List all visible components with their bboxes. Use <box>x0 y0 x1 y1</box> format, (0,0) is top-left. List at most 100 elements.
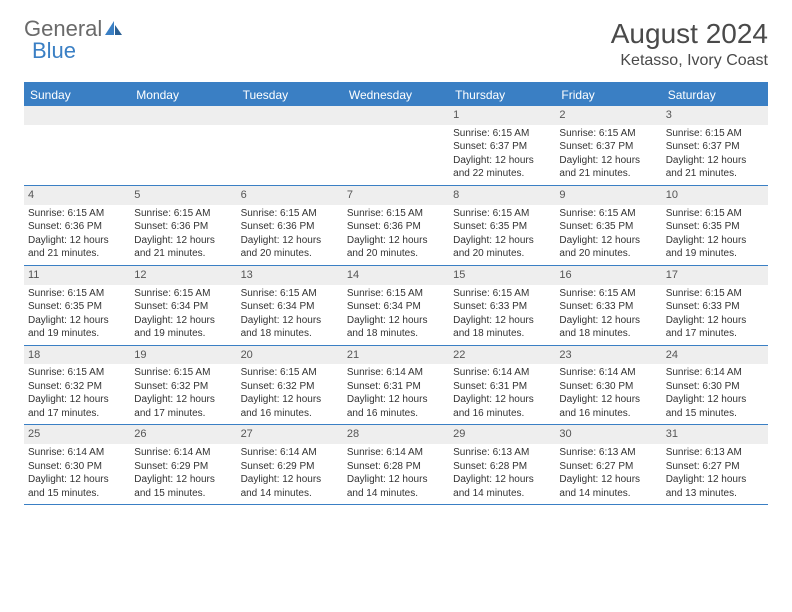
day-number: 1 <box>449 106 555 125</box>
month-title: August 2024 <box>611 18 768 50</box>
sunrise-text: Sunrise: 6:15 AM <box>347 287 445 301</box>
day-number: 4 <box>24 186 130 205</box>
calendar-cell: 23Sunrise: 6:14 AMSunset: 6:30 PMDayligh… <box>555 346 661 425</box>
day-number: 26 <box>130 425 236 444</box>
daylight-text: Daylight: 12 hours and 21 minutes. <box>559 154 657 181</box>
weekday-header: Friday <box>555 84 661 106</box>
daylight-text: Daylight: 12 hours and 17 minutes. <box>28 393 126 420</box>
logo-sail-icon <box>104 18 124 40</box>
daylight-text: Daylight: 12 hours and 18 minutes. <box>453 314 551 341</box>
sunset-text: Sunset: 6:36 PM <box>28 220 126 234</box>
sunrise-text: Sunrise: 6:15 AM <box>559 207 657 221</box>
daylight-text: Daylight: 12 hours and 15 minutes. <box>134 473 232 500</box>
calendar-cell: 19Sunrise: 6:15 AMSunset: 6:32 PMDayligh… <box>130 346 236 425</box>
weekday-header: Tuesday <box>237 84 343 106</box>
calendar-cell: 25Sunrise: 6:14 AMSunset: 6:30 PMDayligh… <box>24 425 130 504</box>
sunrise-text: Sunrise: 6:15 AM <box>134 366 232 380</box>
sunset-text: Sunset: 6:28 PM <box>453 460 551 474</box>
calendar-cell: 26Sunrise: 6:14 AMSunset: 6:29 PMDayligh… <box>130 425 236 504</box>
sunset-text: Sunset: 6:32 PM <box>134 380 232 394</box>
sunrise-text: Sunrise: 6:14 AM <box>241 446 339 460</box>
sunrise-text: Sunrise: 6:14 AM <box>347 446 445 460</box>
calendar-cell: 9Sunrise: 6:15 AMSunset: 6:35 PMDaylight… <box>555 186 661 265</box>
weekday-header: Thursday <box>449 84 555 106</box>
daylight-text: Daylight: 12 hours and 19 minutes. <box>28 314 126 341</box>
calendar: SundayMondayTuesdayWednesdayThursdayFrid… <box>24 82 768 505</box>
header: GeneralBlue August 2024 Ketasso, Ivory C… <box>24 18 768 70</box>
title-block: August 2024 Ketasso, Ivory Coast <box>611 18 768 70</box>
calendar-cell: 7Sunrise: 6:15 AMSunset: 6:36 PMDaylight… <box>343 186 449 265</box>
calendar-cell: 12Sunrise: 6:15 AMSunset: 6:34 PMDayligh… <box>130 266 236 345</box>
calendar-week: 1 Sunrise: 6:15 AM Sunset: 6:37 PM Daylight… <box>24 106 768 186</box>
day-number: 2 <box>555 106 661 125</box>
daylight-text: Daylight: 12 hours and 20 minutes. <box>559 234 657 261</box>
daylight-text: Daylight: 12 hours and 17 minutes. <box>134 393 232 420</box>
day-number: 24 <box>662 346 768 365</box>
sunrise-text: Sunrise: 6:13 AM <box>559 446 657 460</box>
calendar-cell <box>343 106 449 185</box>
calendar-cell <box>237 106 343 185</box>
calendar-cell: 20Sunrise: 6:15 AMSunset: 6:32 PMDayligh… <box>237 346 343 425</box>
day-number: 17 <box>662 266 768 285</box>
day-number: 12 <box>130 266 236 285</box>
sunset-text: Sunset: 6:30 PM <box>666 380 764 394</box>
calendar-cell: 17Sunrise: 6:15 AMSunset: 6:33 PMDayligh… <box>662 266 768 345</box>
day-number: 15 <box>449 266 555 285</box>
daylight-text: Daylight: 12 hours and 13 minutes. <box>666 473 764 500</box>
sunset-text: Sunset: 6:37 PM <box>666 140 764 154</box>
sunrise-text: Sunrise: 6:15 AM <box>453 207 551 221</box>
sunset-text: Sunset: 6:30 PM <box>559 380 657 394</box>
daylight-text: Daylight: 12 hours and 17 minutes. <box>666 314 764 341</box>
sunset-text: Sunset: 6:27 PM <box>666 460 764 474</box>
sunset-text: Sunset: 6:32 PM <box>241 380 339 394</box>
daylight-text: Daylight: 12 hours and 14 minutes. <box>347 473 445 500</box>
sunrise-text: Sunrise: 6:15 AM <box>347 207 445 221</box>
daylight-text: Daylight: 12 hours and 18 minutes. <box>559 314 657 341</box>
logo-text-general: General <box>24 18 102 40</box>
day-number: 11 <box>24 266 130 285</box>
sunrise-text: Sunrise: 6:15 AM <box>453 127 551 141</box>
day-number: 5 <box>130 186 236 205</box>
weekday-header: Wednesday <box>343 84 449 106</box>
calendar-cell: 15Sunrise: 6:15 AMSunset: 6:33 PMDayligh… <box>449 266 555 345</box>
daylight-text: Daylight: 12 hours and 18 minutes. <box>347 314 445 341</box>
day-number <box>24 106 130 125</box>
sunrise-text: Sunrise: 6:15 AM <box>241 287 339 301</box>
sunset-text: Sunset: 6:33 PM <box>666 300 764 314</box>
sunrise-text: Sunrise: 6:15 AM <box>241 366 339 380</box>
day-number: 6 <box>237 186 343 205</box>
calendar-cell: 27Sunrise: 6:14 AMSunset: 6:29 PMDayligh… <box>237 425 343 504</box>
weekday-header: Monday <box>130 84 236 106</box>
daylight-text: Daylight: 12 hours and 14 minutes. <box>453 473 551 500</box>
daylight-text: Daylight: 12 hours and 20 minutes. <box>241 234 339 261</box>
sunrise-text: Sunrise: 6:15 AM <box>28 287 126 301</box>
daylight-text: Daylight: 12 hours and 18 minutes. <box>241 314 339 341</box>
calendar-week: 18Sunrise: 6:15 AMSunset: 6:32 PMDayligh… <box>24 346 768 426</box>
day-number: 27 <box>237 425 343 444</box>
calendar-cell: 2Sunrise: 6:15 AMSunset: 6:37 PMDaylight… <box>555 106 661 185</box>
daylight-text: Daylight: 12 hours and 20 minutes. <box>453 234 551 261</box>
sunrise-text: Sunrise: 6:13 AM <box>666 446 764 460</box>
calendar-week: 11Sunrise: 6:15 AMSunset: 6:35 PMDayligh… <box>24 266 768 346</box>
sunset-text: Sunset: 6:36 PM <box>241 220 339 234</box>
day-number: 28 <box>343 425 449 444</box>
daylight-text: Daylight: 12 hours and 16 minutes. <box>453 393 551 420</box>
daylight-text: Daylight: 12 hours and 16 minutes. <box>241 393 339 420</box>
sunrise-text: Sunrise: 6:15 AM <box>666 207 764 221</box>
sunrise-text: Sunrise: 6:14 AM <box>134 446 232 460</box>
daylight-text: Daylight: 12 hours and 16 minutes. <box>559 393 657 420</box>
day-number: 29 <box>449 425 555 444</box>
day-number: 30 <box>555 425 661 444</box>
sunrise-text: Sunrise: 6:15 AM <box>134 207 232 221</box>
day-number: 10 <box>662 186 768 205</box>
calendar-cell: 1Sunrise: 6:15 AMSunset: 6:37 PMDaylight… <box>449 106 555 185</box>
calendar-cell: 5Sunrise: 6:15 AMSunset: 6:36 PMDaylight… <box>130 186 236 265</box>
sunset-text: Sunset: 6:31 PM <box>453 380 551 394</box>
weekday-header: Sunday <box>24 84 130 106</box>
day-number: 21 <box>343 346 449 365</box>
calendar-cell: 8Sunrise: 6:15 AMSunset: 6:35 PMDaylight… <box>449 186 555 265</box>
day-number: 19 <box>130 346 236 365</box>
sunset-text: Sunset: 6:35 PM <box>559 220 657 234</box>
calendar-cell: 29Sunrise: 6:13 AMSunset: 6:28 PMDayligh… <box>449 425 555 504</box>
day-number: 14 <box>343 266 449 285</box>
